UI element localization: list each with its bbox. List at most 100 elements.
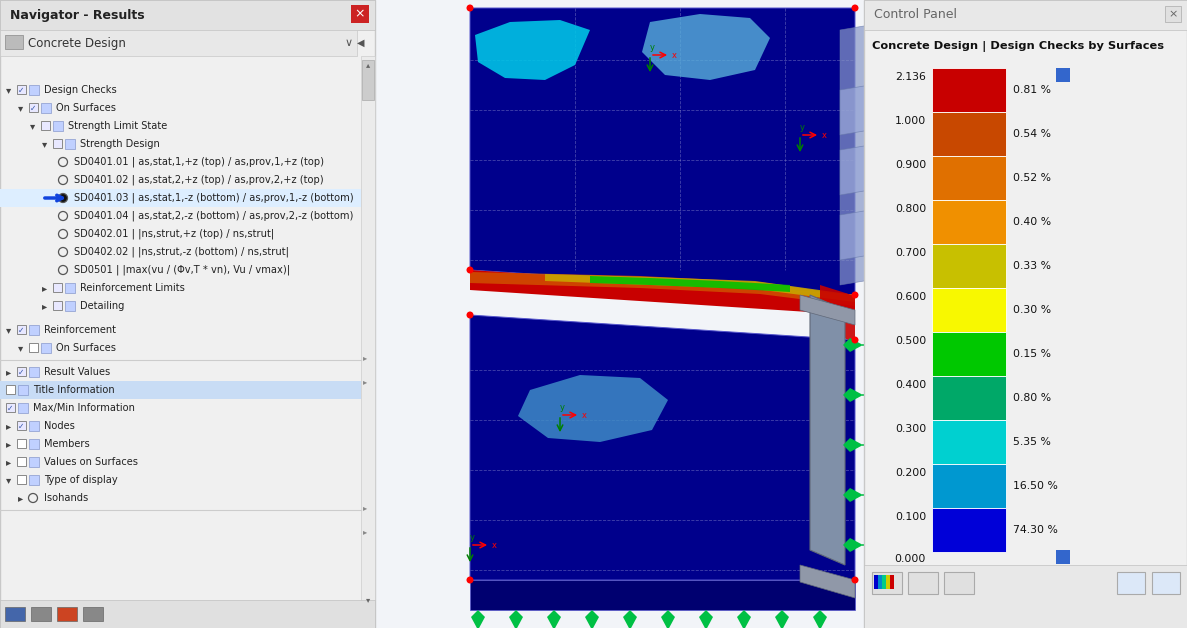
Circle shape xyxy=(851,577,858,583)
Polygon shape xyxy=(470,315,855,580)
Circle shape xyxy=(851,337,858,344)
Polygon shape xyxy=(840,25,870,285)
Bar xyxy=(65,301,75,311)
Text: ✓: ✓ xyxy=(18,367,25,377)
Text: ×: × xyxy=(355,8,366,21)
Bar xyxy=(878,575,882,589)
Bar xyxy=(932,200,1007,244)
Text: 1.000: 1.000 xyxy=(895,116,926,126)
Circle shape xyxy=(851,4,858,11)
Polygon shape xyxy=(470,580,855,610)
Text: Members: Members xyxy=(44,439,90,449)
Polygon shape xyxy=(843,388,863,402)
Polygon shape xyxy=(623,610,637,628)
Text: 0.400: 0.400 xyxy=(895,380,926,390)
Circle shape xyxy=(466,266,474,274)
Text: 0.33 %: 0.33 % xyxy=(1013,261,1050,271)
Text: ◀: ◀ xyxy=(357,38,364,48)
Bar xyxy=(18,403,28,413)
Bar xyxy=(882,575,886,589)
Text: ✓: ✓ xyxy=(18,325,25,335)
Text: ▸: ▸ xyxy=(6,457,11,467)
Polygon shape xyxy=(737,610,751,628)
Polygon shape xyxy=(470,8,855,295)
Polygon shape xyxy=(843,438,863,452)
Bar xyxy=(31,607,51,621)
Bar xyxy=(28,103,38,112)
Bar xyxy=(362,60,374,100)
Text: 0.30 %: 0.30 % xyxy=(1013,305,1052,315)
Text: ∨: ∨ xyxy=(345,38,353,48)
Text: ✓: ✓ xyxy=(18,85,25,94)
Polygon shape xyxy=(642,14,770,80)
Bar xyxy=(6,385,15,394)
Text: ▾: ▾ xyxy=(366,595,370,605)
Text: 0.81 %: 0.81 % xyxy=(1013,85,1050,95)
Bar xyxy=(932,420,1007,464)
Circle shape xyxy=(851,291,858,298)
Text: SD0401.02 | as,stat,2,+z (top) / as,prov,2,+z (top): SD0401.02 | as,stat,2,+z (top) / as,prov… xyxy=(74,175,324,185)
Bar xyxy=(864,0,1187,628)
Text: ▸: ▸ xyxy=(363,354,367,362)
Text: 0.600: 0.600 xyxy=(895,292,926,302)
Bar xyxy=(0,189,361,207)
Polygon shape xyxy=(470,270,855,315)
Polygon shape xyxy=(547,610,561,628)
Bar xyxy=(932,68,1007,112)
Bar xyxy=(1056,68,1069,82)
Bar xyxy=(6,403,15,412)
Bar xyxy=(17,367,26,376)
Bar xyxy=(864,0,1187,30)
Text: ▴: ▴ xyxy=(366,60,370,70)
Polygon shape xyxy=(810,295,845,565)
Bar xyxy=(28,475,39,485)
Polygon shape xyxy=(585,610,599,628)
Bar xyxy=(18,385,28,395)
Polygon shape xyxy=(775,610,789,628)
Bar xyxy=(17,475,26,484)
Text: 0.900: 0.900 xyxy=(895,160,926,170)
Polygon shape xyxy=(518,375,668,442)
Bar xyxy=(886,575,890,589)
Text: ▸: ▸ xyxy=(363,377,367,386)
Bar xyxy=(0,600,375,628)
Text: ▸: ▸ xyxy=(363,504,367,512)
Text: ▸: ▸ xyxy=(6,439,11,449)
Text: 0.15 %: 0.15 % xyxy=(1013,349,1050,359)
Text: SD0401.01 | as,stat,1,+z (top) / as,prov,1,+z (top): SD0401.01 | as,stat,1,+z (top) / as,prov… xyxy=(74,157,324,167)
Text: SD0401.04 | as,stat,2,-z (bottom) / as,prov,2,-z (bottom): SD0401.04 | as,stat,2,-z (bottom) / as,p… xyxy=(74,211,354,221)
Text: Detailing: Detailing xyxy=(80,301,125,311)
Bar xyxy=(874,575,878,589)
Text: y: y xyxy=(560,403,565,411)
Text: 0.54 %: 0.54 % xyxy=(1013,129,1050,139)
Bar xyxy=(17,325,26,334)
Text: Design Checks: Design Checks xyxy=(44,85,116,95)
Circle shape xyxy=(466,4,474,11)
Bar xyxy=(17,85,26,94)
Polygon shape xyxy=(843,338,863,352)
Text: SD0402.02 | |ns,strut,-z (bottom) / ns,strut|: SD0402.02 | |ns,strut,-z (bottom) / ns,s… xyxy=(74,247,288,257)
Text: Reinforcement: Reinforcement xyxy=(44,325,116,335)
Text: Nodes: Nodes xyxy=(44,421,75,431)
Text: x: x xyxy=(823,131,827,139)
Text: On Surfaces: On Surfaces xyxy=(56,103,116,113)
Bar xyxy=(872,572,902,594)
Polygon shape xyxy=(800,565,855,598)
Bar xyxy=(1153,572,1180,594)
Bar xyxy=(53,121,63,131)
Text: ▾: ▾ xyxy=(18,343,24,353)
Text: y: y xyxy=(650,43,655,51)
Text: Max/Min Information: Max/Min Information xyxy=(33,403,135,413)
Polygon shape xyxy=(800,295,855,325)
Bar xyxy=(361,56,375,608)
Text: ▾: ▾ xyxy=(30,121,36,131)
Bar xyxy=(28,85,39,95)
Text: ▸: ▸ xyxy=(6,367,11,377)
Bar xyxy=(5,607,25,621)
Text: ▾: ▾ xyxy=(18,103,24,113)
Bar xyxy=(65,283,75,293)
Text: Control Panel: Control Panel xyxy=(874,9,957,21)
Text: 0.000: 0.000 xyxy=(895,554,926,564)
Text: y: y xyxy=(800,122,805,131)
Text: ▸: ▸ xyxy=(363,528,367,536)
